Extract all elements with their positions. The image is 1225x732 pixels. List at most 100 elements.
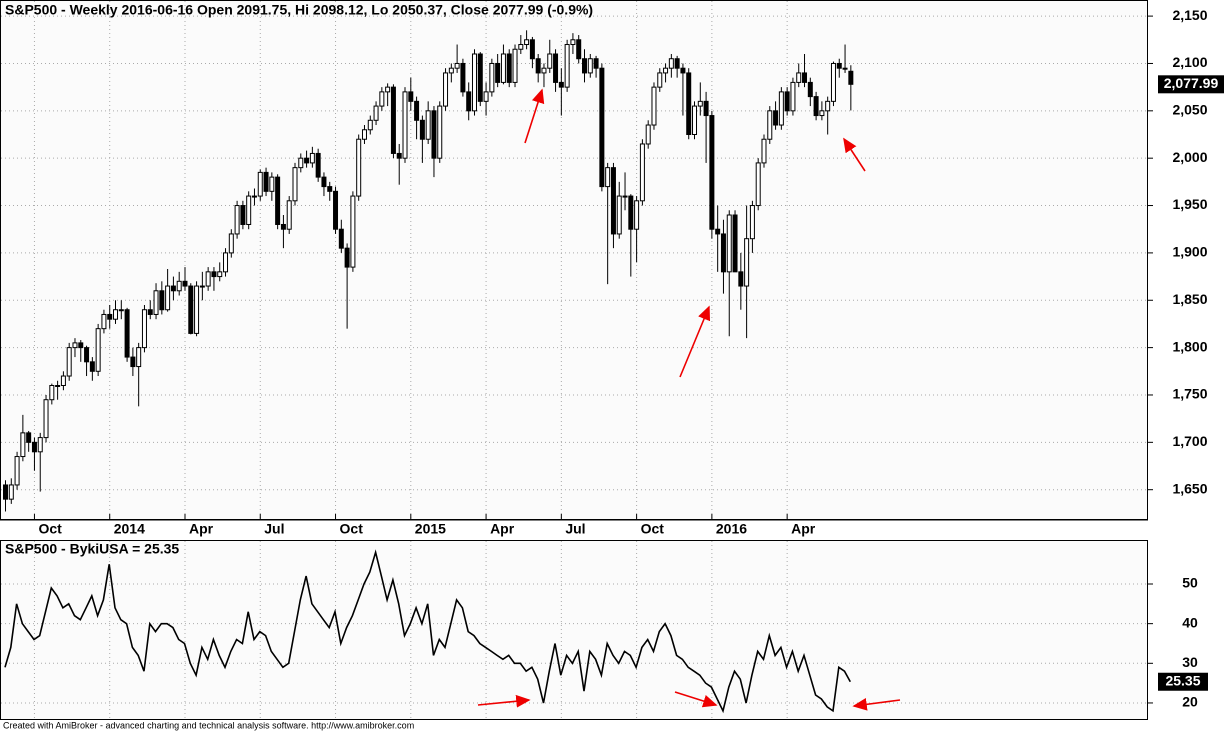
candle-body: [830, 62, 836, 102]
candle-body: [188, 285, 194, 334]
candle-body: [692, 105, 698, 135]
x-tick-label: 2015: [415, 521, 446, 537]
candle-body: [512, 48, 518, 83]
candle-body: [524, 39, 530, 46]
candle-body: [773, 110, 779, 126]
candle-body: [321, 176, 327, 188]
candle-body: [124, 309, 130, 358]
x-tick-label: Jul: [565, 521, 585, 537]
candle-body: [419, 119, 425, 140]
candle-body: [269, 176, 275, 192]
x-tick-label: 2016: [716, 521, 747, 537]
candle-body: [518, 44, 524, 50]
candle-body: [663, 67, 669, 74]
candle-body: [634, 200, 640, 230]
candle-body: [263, 171, 269, 192]
candle-body: [744, 238, 750, 287]
candle-body: [350, 195, 356, 268]
candle-body: [489, 62, 495, 93]
candle-body: [784, 91, 790, 112]
candle-body: [715, 228, 721, 235]
candle-body: [315, 152, 321, 178]
candle-body: [547, 53, 553, 69]
y-tick-label: 2,150: [1172, 7, 1207, 23]
candle-body: [182, 280, 188, 287]
candle-body: [755, 162, 761, 207]
candle-body: [848, 70, 854, 85]
arrow: [852, 697, 901, 711]
candle-body: [275, 176, 281, 225]
candle-body: [333, 190, 339, 230]
x-tick-label: Oct: [38, 521, 62, 537]
x-tick-label: Jul: [264, 521, 284, 537]
candle-body: [582, 58, 587, 74]
candle-body: [60, 375, 66, 387]
candle-body: [402, 91, 408, 159]
candle-body: [553, 53, 559, 83]
candle-body: [141, 309, 147, 349]
candle-body: [408, 91, 414, 102]
candle-body: [66, 347, 72, 377]
y-tick-label: 2,050: [1172, 102, 1207, 118]
x-tick-label: 2014: [114, 521, 145, 537]
candle-body: [506, 53, 512, 83]
y-tick-label: 1,850: [1172, 291, 1207, 307]
candle-body: [651, 86, 657, 126]
indicator-title: S&P500 - BykiUSA = 25.35: [5, 541, 179, 557]
indicator-panel: [0, 540, 1148, 720]
candle-body: [443, 72, 449, 107]
candle-body: [767, 110, 773, 140]
candle-body: [802, 72, 808, 83]
arrow: [679, 305, 711, 378]
candle-body: [813, 96, 819, 117]
arrow: [477, 694, 531, 708]
candle-body: [477, 53, 483, 102]
y-tick-label: 2,000: [1172, 149, 1207, 165]
candle-body: [628, 195, 634, 230]
x-tick-label: Oct: [641, 521, 665, 537]
candle-body: [495, 62, 501, 83]
candle-body: [8, 484, 14, 500]
candle-body: [564, 44, 570, 88]
candle-body: [535, 58, 541, 74]
last-value-box: [1158, 672, 1208, 691]
candle-body: [78, 342, 84, 349]
candle-body: [367, 119, 373, 131]
x-tick-label: Apr: [189, 521, 214, 537]
candle-body: [118, 309, 124, 312]
candle-body: [686, 72, 692, 135]
price-title: S&P500 - Weekly 2016-06-16 Open 2091.75,…: [5, 2, 593, 18]
candle-body: [471, 53, 477, 112]
candle-body: [796, 72, 802, 83]
candle-body: [414, 100, 420, 121]
candle-body: [234, 205, 240, 235]
last-value-label: 25.35: [1165, 672, 1200, 688]
candle-body: [257, 171, 263, 197]
candle-body: [448, 67, 454, 74]
arrow: [843, 137, 866, 172]
candle-body: [645, 124, 651, 145]
candle-body: [338, 228, 344, 249]
candle-body: [541, 67, 547, 74]
candle-body: [819, 110, 825, 117]
candle-body: [356, 138, 362, 197]
candle-body: [251, 195, 257, 198]
candle-body: [361, 129, 367, 140]
candle-body: [228, 233, 234, 254]
candle-body: [20, 432, 26, 458]
candle-body: [280, 223, 286, 230]
candle-body: [454, 62, 460, 69]
candle-body: [390, 86, 396, 154]
candle-body: [668, 58, 674, 69]
candle-body: [113, 309, 119, 320]
candle-body: [657, 72, 663, 88]
candle-body: [107, 313, 113, 320]
candle-body: [622, 195, 628, 198]
candle-body: [101, 313, 107, 330]
candle-body: [292, 167, 298, 202]
candle-body: [246, 195, 252, 225]
footer: Created with AmiBroker - advanced charti…: [3, 720, 414, 730]
arrow: [674, 691, 718, 708]
candle-body: [14, 456, 20, 486]
candle-body: [304, 157, 310, 164]
